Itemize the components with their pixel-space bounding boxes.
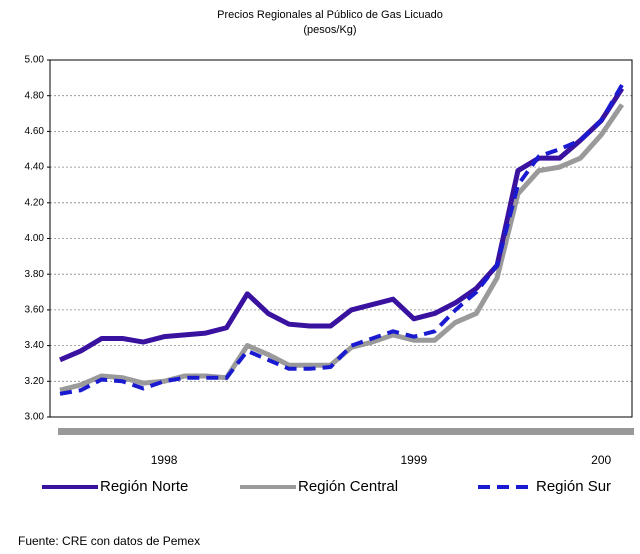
x-tick-label: 1998 bbox=[151, 453, 178, 467]
y-tick-label: 5.00 bbox=[25, 55, 45, 66]
plot-frame bbox=[49, 59, 633, 418]
source-note: Fuente: CRE con datos de Pemex bbox=[18, 534, 200, 548]
y-tick-label: 3.80 bbox=[25, 269, 45, 280]
x-tick-label: 200 bbox=[591, 453, 611, 467]
y-tick-label: 4.40 bbox=[25, 162, 45, 173]
legend-label: Región Central bbox=[298, 478, 398, 495]
series-line bbox=[59, 83, 624, 396]
series-line bbox=[59, 87, 625, 363]
y-tick-label: 3.40 bbox=[25, 340, 45, 351]
y-tick-label: 4.00 bbox=[25, 233, 45, 244]
y-tick-label: 4.80 bbox=[25, 90, 45, 101]
y-tick-label: 4.20 bbox=[25, 197, 45, 208]
legend-label: Región Sur bbox=[536, 478, 611, 495]
y-tick-label: 3.20 bbox=[25, 376, 45, 387]
y-tick-label: 3.60 bbox=[25, 305, 45, 316]
axis-band bbox=[58, 428, 634, 435]
chart-title: Precios Regionales al Público de Gas Lic… bbox=[217, 9, 443, 21]
chart-subtitle: (pesos/Kg) bbox=[303, 24, 356, 36]
y-tick-label: 4.60 bbox=[25, 126, 45, 137]
series-line bbox=[59, 103, 625, 393]
x-tick-label: 1999 bbox=[401, 453, 428, 467]
legend-label: Región Norte bbox=[100, 478, 188, 495]
y-tick-label: 3.00 bbox=[25, 412, 45, 423]
